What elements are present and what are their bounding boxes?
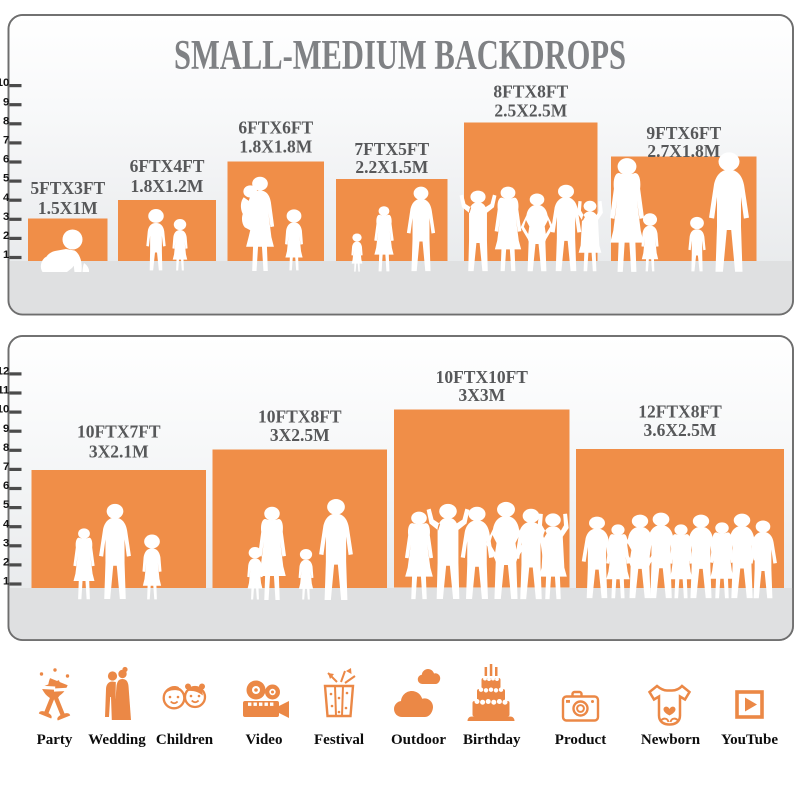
svg-text:7: 7 xyxy=(3,461,9,473)
svg-text:1.8X1.8M: 1.8X1.8M xyxy=(239,137,312,157)
svg-text:Children: Children xyxy=(156,732,214,748)
svg-text:9FTX6FT: 9FTX6FT xyxy=(646,123,721,143)
svg-text:2.2X1.5M: 2.2X1.5M xyxy=(355,157,428,177)
svg-text:6FTX6FT: 6FTX6FT xyxy=(238,118,313,138)
svg-text:8: 8 xyxy=(3,115,9,127)
svg-text:7: 7 xyxy=(3,135,9,147)
svg-text:8: 8 xyxy=(3,442,9,454)
svg-text:3X2.5M: 3X2.5M xyxy=(270,425,330,445)
svg-text:12: 12 xyxy=(0,366,9,378)
svg-text:Newborn: Newborn xyxy=(641,732,701,748)
svg-text:1.5X1M: 1.5X1M xyxy=(38,198,98,218)
svg-text:5: 5 xyxy=(3,499,9,511)
svg-text:Product: Product xyxy=(555,732,606,748)
svg-text:2: 2 xyxy=(3,230,9,242)
svg-text:12FTX8FT: 12FTX8FT xyxy=(638,401,722,421)
svg-text:2.5X2.5M: 2.5X2.5M xyxy=(494,101,567,121)
svg-text:Party: Party xyxy=(37,732,73,748)
svg-text:7FTX5FT: 7FTX5FT xyxy=(354,139,429,159)
svg-text:2: 2 xyxy=(3,557,9,569)
svg-text:3X3M: 3X3M xyxy=(458,385,505,405)
svg-text:3.6X2.5M: 3.6X2.5M xyxy=(644,420,717,440)
svg-text:6FTX4FT: 6FTX4FT xyxy=(130,156,205,176)
svg-text:Video: Video xyxy=(246,732,283,748)
svg-text:10FTX8FT: 10FTX8FT xyxy=(258,407,342,427)
svg-text:3: 3 xyxy=(3,537,9,549)
svg-text:1: 1 xyxy=(3,576,9,588)
svg-text:2.7X1.8M: 2.7X1.8M xyxy=(647,141,720,161)
svg-text:YouTube: YouTube xyxy=(721,732,778,748)
svg-text:Outdoor: Outdoor xyxy=(391,732,446,748)
svg-text:SMALL-MEDIUM BACKDROPS: SMALL-MEDIUM BACKDROPS xyxy=(174,33,626,79)
svg-text:5: 5 xyxy=(3,173,9,185)
svg-text:Birthday: Birthday xyxy=(463,732,521,748)
svg-text:5FTX3FT: 5FTX3FT xyxy=(30,178,105,198)
svg-text:9: 9 xyxy=(3,96,9,108)
svg-text:Wedding: Wedding xyxy=(88,732,146,748)
svg-text:3X2.1M: 3X2.1M xyxy=(89,442,149,462)
svg-text:1: 1 xyxy=(3,249,9,261)
svg-text:9: 9 xyxy=(3,423,9,435)
svg-text:Festival: Festival xyxy=(314,732,364,748)
svg-text:10: 10 xyxy=(0,404,9,416)
svg-text:3: 3 xyxy=(3,211,9,223)
svg-text:6: 6 xyxy=(3,480,9,492)
svg-text:4: 4 xyxy=(3,518,10,530)
svg-text:10FTX10FT: 10FTX10FT xyxy=(436,367,529,387)
svg-text:1.8X1.2M: 1.8X1.2M xyxy=(131,176,204,196)
svg-text:10: 10 xyxy=(0,77,9,89)
svg-text:11: 11 xyxy=(0,385,9,397)
svg-text:4: 4 xyxy=(3,192,10,204)
svg-text:6: 6 xyxy=(3,154,9,166)
svg-text:8FTX8FT: 8FTX8FT xyxy=(493,82,568,102)
svg-text:10FTX7FT: 10FTX7FT xyxy=(77,422,161,442)
